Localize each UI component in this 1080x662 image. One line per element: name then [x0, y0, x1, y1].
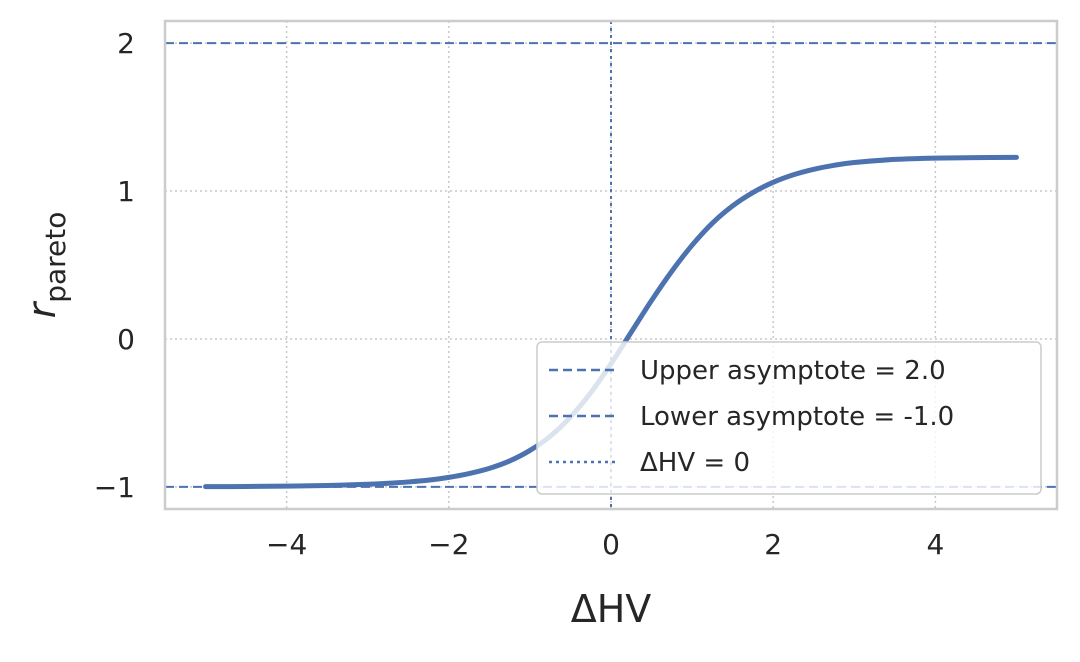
plot-frame	[163, 19, 1059, 511]
y-tick-label: 2	[117, 27, 135, 60]
legend: Upper asymptote = 2.0 Lower asymptote = -…	[536, 341, 1042, 495]
x-tick-label: −4	[266, 528, 307, 561]
legend-label: Upper asymptote = 2.0	[640, 356, 946, 386]
y-tick-label: 1	[117, 175, 135, 208]
legend-box	[536, 341, 1042, 495]
y-tick-label: 0	[117, 323, 135, 356]
legend-items: Upper asymptote = 2.0 Lower asymptote = -…	[549, 356, 954, 478]
x-tick-label: −2	[428, 528, 469, 561]
legend-label: ΔHV = 0	[640, 448, 750, 478]
x-tick-label: 2	[764, 528, 782, 561]
x-axis-label: ΔHV	[571, 587, 652, 631]
y-tick-label: −1	[94, 471, 135, 504]
tick-labels-layer: −4 −2 0 2 4 −1 0 1 2	[94, 27, 945, 561]
x-tick-label: 4	[926, 528, 944, 561]
y-axis-label-base: r	[20, 300, 64, 318]
x-tick-label: 0	[602, 528, 620, 561]
y-axis-label: rpareto	[20, 212, 72, 319]
legend-label: Lower asymptote = -1.0	[640, 402, 954, 432]
y-axis-label-sub: pareto	[39, 212, 72, 303]
